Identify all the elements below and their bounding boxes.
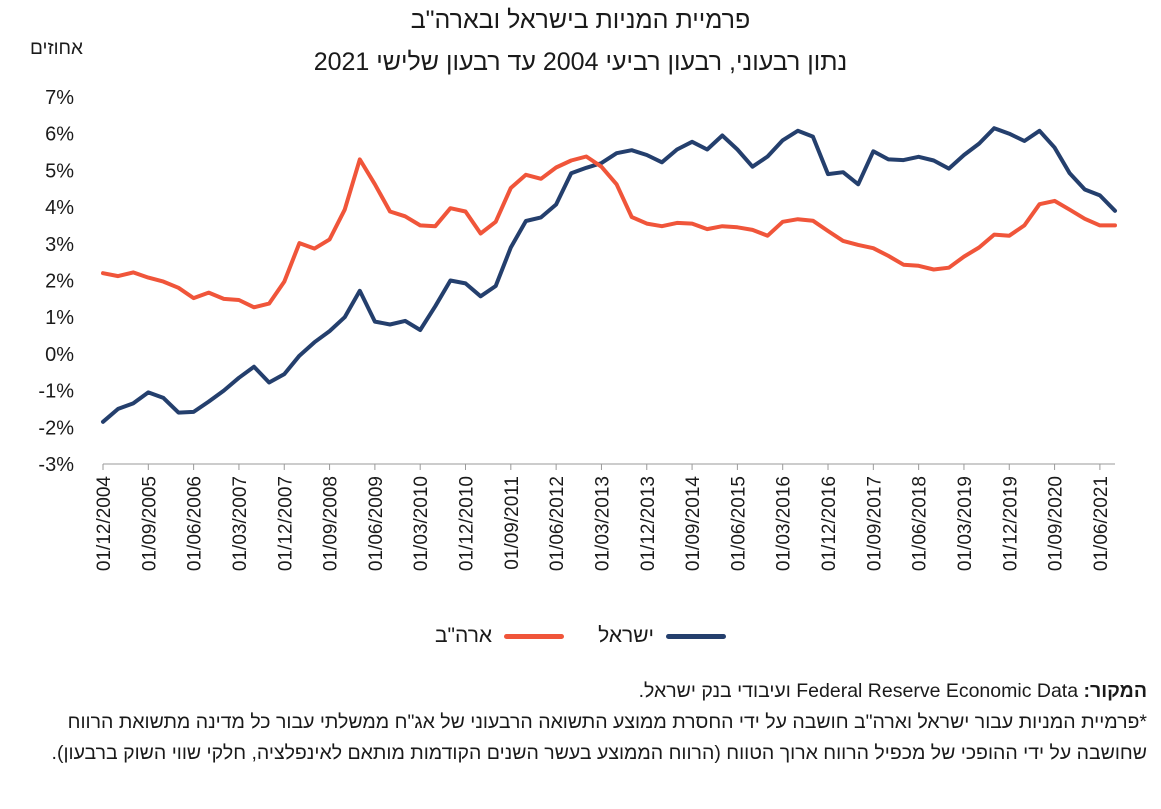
x-tick-label: 01/12/2004	[94, 476, 115, 572]
legend-label-usa: ארה"ב	[435, 624, 493, 647]
legend-label-israel: ישראל	[598, 624, 655, 647]
x-tick-label: 01/06/2012	[547, 476, 568, 571]
y-tick-label: -2%	[38, 417, 74, 439]
x-tick-label: 01/06/2009	[366, 476, 387, 571]
legend-item-israel: ישראל	[598, 624, 727, 648]
source-name: Federal Reserve Economic Data	[796, 680, 1079, 702]
x-tick-label: 01/09/2011	[502, 476, 523, 570]
x-tick-label: 01/09/2008	[321, 476, 342, 571]
x-tick-label: 01/09/2014	[683, 476, 704, 572]
x-tick-label: 01/12/2019	[1000, 476, 1021, 571]
y-tick-label: 1%	[45, 307, 74, 329]
x-tick-label: 01/03/2010	[411, 476, 432, 571]
chart-title: פרמיית המניות בישראל ובארה"ב	[410, 6, 751, 34]
y-tick-label: 2%	[45, 271, 74, 293]
legend-swatch-israel	[666, 633, 727, 639]
x-tick-label: 01/09/2017	[864, 476, 885, 571]
y-tick-label: 3%	[45, 234, 74, 256]
chart-subtitle: נתון רבעוני, רבעון רביעי 2004 עד רבעון ש…	[313, 48, 848, 76]
x-tick-label: 01/06/2021	[1091, 476, 1112, 571]
source-line: המקור: Federal Reserve Economic Data ועי…	[7, 676, 1147, 707]
x-tick-label: 01/06/2006	[185, 476, 206, 571]
y-tick-label: 0%	[45, 344, 74, 366]
y-tick-label: 5%	[45, 160, 74, 182]
legend-swatch-usa	[504, 633, 565, 639]
footnote: *פרמיית המניות עבור ישראל וארה"ב חושבה ע…	[51, 711, 1147, 764]
x-tick-label: 01/03/2019	[955, 476, 976, 571]
x-tick-label: 01/12/2016	[819, 476, 840, 571]
legend-item-usa: ארה"ב	[435, 624, 565, 648]
x-tick-label: 01/06/2018	[910, 476, 931, 571]
x-tick-label: 01/03/2013	[592, 476, 613, 571]
y-tick-label: 6%	[45, 124, 74, 146]
source-suffix: ועיבודי בנק ישראל.	[638, 680, 797, 702]
y-tick-label: -1%	[38, 381, 74, 403]
y-tick-label: 7%	[45, 87, 74, 109]
legend: ישראל ארה"ב	[0, 624, 1161, 648]
y-axis-unit-label: אחוזים	[30, 38, 83, 59]
x-tick-label: 01/12/2007	[275, 476, 296, 571]
x-tick-label: 01/12/2013	[638, 476, 659, 571]
source-label: המקור:	[1083, 680, 1147, 702]
x-tick-label: 01/12/2010	[457, 476, 478, 571]
y-tick-label: -3%	[38, 454, 74, 476]
x-tick-label: 01/03/2007	[230, 476, 251, 571]
x-tick-label: 01/09/2005	[139, 476, 160, 571]
series-line-israel	[101, 126, 1117, 424]
x-tick-label: 01/09/2020	[1046, 476, 1067, 571]
line-chart: 7% 6% 5% 4% 3% 2% 1% 0% -1% -2% -3% 01/12/2004 01/09…	[38, 87, 1117, 572]
chart-notes: המקור: Federal Reserve Economic Data ועי…	[7, 676, 1147, 769]
x-tick-label: 01/06/2015	[728, 476, 749, 571]
series-line-usa	[101, 154, 1117, 310]
x-tick-label: 01/03/2016	[774, 476, 795, 571]
y-tick-label: 4%	[45, 197, 74, 219]
